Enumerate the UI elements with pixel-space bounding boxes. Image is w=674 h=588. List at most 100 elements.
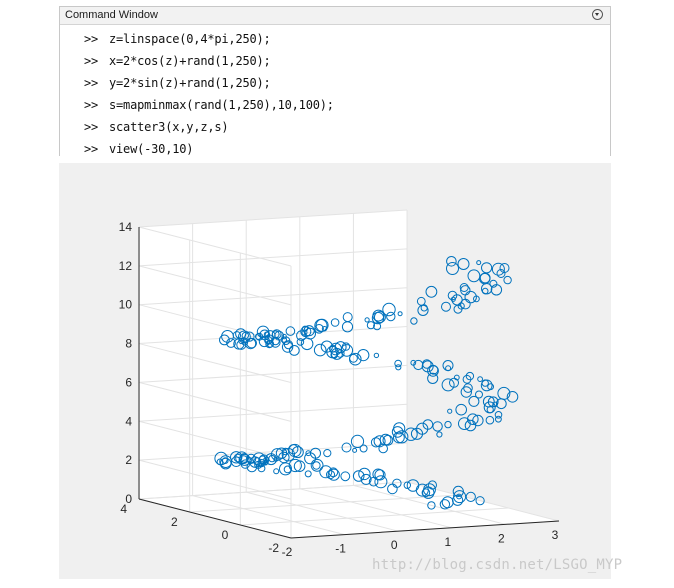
scatter-point: [373, 322, 382, 331]
scatter-point: [445, 365, 452, 372]
grid-line: [240, 507, 509, 526]
scatter-point: [447, 408, 453, 414]
scatter-point: [366, 321, 375, 330]
grid-line: [138, 364, 408, 383]
x-tick-label: 0: [391, 538, 398, 552]
scatter-point: [327, 468, 340, 481]
command-line: >> scatter3(x,y,z,s): [84, 116, 610, 138]
scatter-point: [226, 338, 236, 348]
x-tick-label: 2: [498, 531, 505, 545]
grid-line: [138, 420, 292, 461]
panel-menu-icon[interactable]: [592, 9, 603, 20]
scatter-point: [288, 444, 299, 455]
command-text: z=linspace(0,4*pi,250);: [109, 32, 271, 46]
back-wall-y: [139, 209, 408, 500]
y-axis-line: [138, 498, 292, 539]
scatter-point: [342, 312, 353, 323]
scatter-point: [421, 360, 434, 373]
grid-line: [299, 488, 452, 529]
scatter-point: [393, 431, 405, 444]
scatter-point: [446, 262, 459, 275]
command-line: >> view(-30,10): [84, 138, 610, 160]
scatter-point: [245, 338, 257, 350]
scatter-point: [427, 372, 439, 384]
scatter-point: [301, 325, 309, 332]
scatter-point: [258, 335, 270, 348]
z-tick-label: 0: [125, 492, 132, 506]
figure-window[interactable]: -2 -1 0 1 2 3 -2 0 2 4 0 2 4 6 8 10 12 14: [59, 163, 611, 579]
z-tick-label: 6: [125, 375, 132, 389]
scatter-point: [481, 379, 489, 387]
scatter-point: [278, 451, 290, 464]
x-tick-label: 1: [444, 535, 451, 549]
scatter-point: [460, 386, 472, 398]
scatter-point: [421, 488, 431, 498]
command-line: >> z=linspace(0,4*pi,250);: [84, 28, 610, 50]
scatter-point: [420, 304, 428, 312]
scatter-point: [230, 451, 243, 464]
command-line: >> y=2*sin(z)+rand(1,250);: [84, 72, 610, 94]
scatter-point: [491, 262, 505, 276]
command-window[interactable]: Command Window >> z=linspace(0,4*pi,250);…: [59, 6, 611, 156]
scatter-point: [483, 401, 496, 414]
scatter-point: [464, 290, 477, 304]
scatter-point: [314, 318, 328, 333]
scatter-point: [238, 337, 245, 345]
scatter-point: [310, 458, 324, 472]
z-tick-label: 8: [125, 337, 132, 351]
scatter-point: [441, 378, 455, 392]
grid-line: [246, 491, 399, 532]
scatter-point: [281, 341, 294, 353]
scatter-point: [494, 411, 503, 419]
scatter-point: [310, 447, 321, 459]
command-text: scatter3(x,y,z,s): [109, 120, 229, 134]
scatter-point: [432, 421, 443, 432]
grid-line: [138, 343, 292, 384]
command-history[interactable]: >> z=linspace(0,4*pi,250); >> x=2*cos(z)+r…: [84, 28, 610, 156]
scatter-point: [436, 431, 443, 438]
scatter-point: [372, 468, 385, 481]
scatter-point: [503, 275, 512, 285]
scatter-point: [410, 427, 424, 440]
scatter-point: [427, 480, 437, 490]
command-window-titlebar: Command Window: [60, 7, 610, 25]
scatter-point: [453, 490, 467, 504]
command-text: x=2*cos(z)+rand(1,250);: [109, 54, 271, 68]
scatter-point: [475, 390, 483, 399]
command-text: y=2*sin(z)+rand(1,250);: [109, 76, 271, 90]
scatter-point: [379, 433, 392, 446]
scatter-point: [416, 296, 426, 306]
scatter-point: [410, 359, 417, 366]
scatter-point: [444, 420, 452, 429]
scatter-point: [330, 318, 340, 327]
scatter-point: [323, 449, 332, 458]
grid-line: [138, 459, 292, 500]
grid-line: [138, 403, 408, 422]
scatter-point: [321, 326, 328, 332]
grid-line: [138, 326, 408, 345]
grid-line: [192, 495, 345, 536]
scatter-point: [467, 413, 479, 426]
y-tick-label: 4: [120, 502, 127, 516]
scatter-point: [479, 272, 491, 284]
scatter-point: [439, 499, 451, 510]
scatter-point: [453, 374, 460, 381]
z-tick-label: 4: [125, 414, 132, 428]
scatter-point: [468, 395, 480, 407]
prompt: >>: [84, 120, 99, 134]
scatter-point: [487, 396, 499, 408]
grid-line: [138, 209, 408, 228]
scatter-point: [219, 334, 230, 346]
grid-line: [189, 494, 458, 513]
scatter-point: [374, 475, 388, 489]
scatter-point: [336, 349, 345, 358]
x-axis-line: [290, 520, 560, 539]
command-text: s=mapminmax(rand(1,250),10,100);: [109, 98, 334, 112]
scatter-point: [404, 427, 418, 441]
scatter-point: [373, 311, 386, 324]
scatter-point: [319, 465, 333, 479]
scatter-point: [259, 329, 271, 341]
x-tick-label: 3: [552, 528, 559, 542]
scatter-point: [239, 453, 250, 463]
